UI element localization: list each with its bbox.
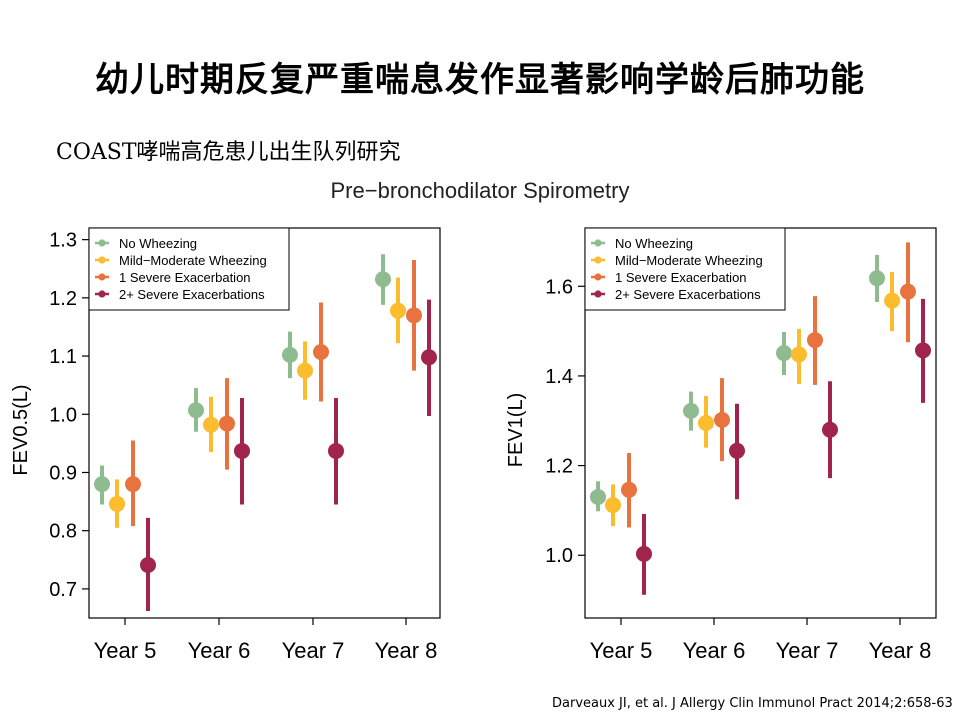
y-tick-label: 0.8 xyxy=(49,521,77,543)
data-point xyxy=(406,307,422,324)
chart-panel-2: 1.0 1.2 1.4 1.6 FEV1(L) Year 5 Year 6 Year 7 Yea… xyxy=(505,227,937,663)
slide-subtitle: COAST哮喘高危患儿出生队列研究 xyxy=(56,140,401,165)
data-point xyxy=(421,349,437,366)
slide-title: 幼儿时期反复严重喘息发作显著影响学龄后肺功能 xyxy=(95,60,865,100)
data-point xyxy=(297,362,313,379)
x-tick-label: Year 8 xyxy=(375,638,438,663)
data-point xyxy=(590,488,606,505)
data-point xyxy=(94,476,110,493)
data-point xyxy=(328,442,344,459)
y-tick-label: 1.1 xyxy=(49,346,77,368)
series-3 xyxy=(621,242,916,528)
legend-box xyxy=(88,227,290,311)
legend-box xyxy=(584,227,786,311)
legend-marker xyxy=(98,273,106,281)
data-point xyxy=(636,545,652,562)
legend-label: No Wheezing xyxy=(119,236,197,251)
data-point xyxy=(621,481,637,498)
data-point xyxy=(900,283,916,300)
data-point xyxy=(776,345,792,362)
data-point xyxy=(791,346,807,363)
data-point xyxy=(234,442,250,459)
legend-marker xyxy=(594,290,602,298)
data-point xyxy=(884,292,900,309)
legend-label: 1 Severe Exacerbation xyxy=(615,270,747,285)
series-4 xyxy=(636,298,931,595)
legend-marker xyxy=(594,256,602,264)
data-point xyxy=(683,402,699,419)
data-point xyxy=(714,411,730,428)
citation: Darveaux JI, et al. J Allergy Clin Immun… xyxy=(552,696,953,711)
y-tick-label: 1.3 xyxy=(49,230,77,252)
data-point xyxy=(219,415,235,432)
x-tick-label: Year 6 xyxy=(683,638,746,663)
x-tick-label: Year 7 xyxy=(282,638,345,663)
x-tick-label: Year 6 xyxy=(188,638,251,663)
chart-main-title: Pre−bronchodilator Spirometry xyxy=(330,178,630,203)
legend-label: 2+ Severe Exacerbations xyxy=(615,287,761,302)
data-point xyxy=(375,271,391,288)
y-axis-label: FEV0.5(L) xyxy=(10,384,32,475)
data-point xyxy=(125,476,141,493)
data-point xyxy=(390,302,406,319)
legend-marker xyxy=(98,290,106,298)
data-point xyxy=(188,402,204,419)
data-point xyxy=(729,442,745,459)
data-point xyxy=(822,421,838,438)
x-tick-label: Year 8 xyxy=(869,638,932,663)
series-3 xyxy=(125,260,422,527)
y-tick-label: 1.2 xyxy=(49,288,77,310)
series-2 xyxy=(605,271,900,527)
series-2 xyxy=(109,277,406,528)
legend-label: No Wheezing xyxy=(615,236,693,251)
series-4 xyxy=(140,299,437,612)
y-axis-label: FEV1(L) xyxy=(505,393,527,467)
data-point xyxy=(698,415,714,431)
data-point xyxy=(109,495,125,512)
legend-marker xyxy=(594,273,602,281)
y-tick-label: 1.0 xyxy=(49,404,77,426)
data-point xyxy=(140,557,156,574)
data-point xyxy=(869,270,885,287)
x-tick-label: Year 5 xyxy=(590,638,653,663)
legend-marker xyxy=(98,256,106,264)
y-tick-label: 0.9 xyxy=(49,462,77,484)
legend-label: 1 Severe Exacerbation xyxy=(119,270,251,285)
y-tick-label: 1.6 xyxy=(545,276,573,298)
y-tick-label: 1.0 xyxy=(545,545,573,567)
chart-panel-1: 0.7 0.8 0.9 1.0 1.1 1.2 1.3 FEV0.5(L) Year 5 Year… xyxy=(10,227,441,663)
data-point xyxy=(203,416,219,433)
series-1 xyxy=(590,254,885,512)
legend-marker xyxy=(594,239,602,247)
legend-label: Mild−Moderate Wheezing xyxy=(119,253,267,268)
x-tick-label: Year 5 xyxy=(94,638,157,663)
y-tick-label: 1.4 xyxy=(545,366,573,388)
legend-label: Mild−Moderate Wheezing xyxy=(615,253,763,268)
data-point xyxy=(282,346,298,363)
y-tick-label: 0.7 xyxy=(49,579,77,601)
y-tick-label: 1.2 xyxy=(545,456,573,478)
data-point xyxy=(313,343,329,360)
legend-marker xyxy=(98,239,106,247)
legend-label: 2+ Severe Exacerbations xyxy=(119,287,265,302)
data-point xyxy=(807,332,823,349)
data-point xyxy=(605,497,621,514)
data-point xyxy=(915,342,931,359)
series-1 xyxy=(94,254,391,505)
x-tick-label: Year 7 xyxy=(776,638,839,663)
